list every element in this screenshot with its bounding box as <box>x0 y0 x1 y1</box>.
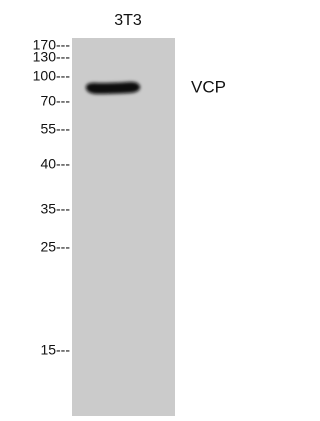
page: {"lane_label": "3T3", "markers": ["170--… <box>0 0 248 416</box>
protein-band <box>86 82 140 94</box>
marker-label: 130--- <box>33 49 71 65</box>
marker-label: 70--- <box>40 93 70 109</box>
band-label: VCP <box>191 77 226 96</box>
marker-ladder: 170---130---100---70---55---40---35---25… <box>33 37 71 358</box>
marker-label: 35--- <box>40 201 70 217</box>
blot-figure: 3T3 VCP 170---130---100---70---55---40--… <box>0 0 248 416</box>
marker-label: 55--- <box>40 121 70 137</box>
gel-lane <box>72 38 175 416</box>
marker-label: 100--- <box>33 68 71 84</box>
marker-label: 40--- <box>40 156 70 172</box>
lane-label: 3T3 <box>114 12 142 29</box>
marker-label: 25--- <box>40 239 70 255</box>
marker-label: 15--- <box>40 342 70 358</box>
